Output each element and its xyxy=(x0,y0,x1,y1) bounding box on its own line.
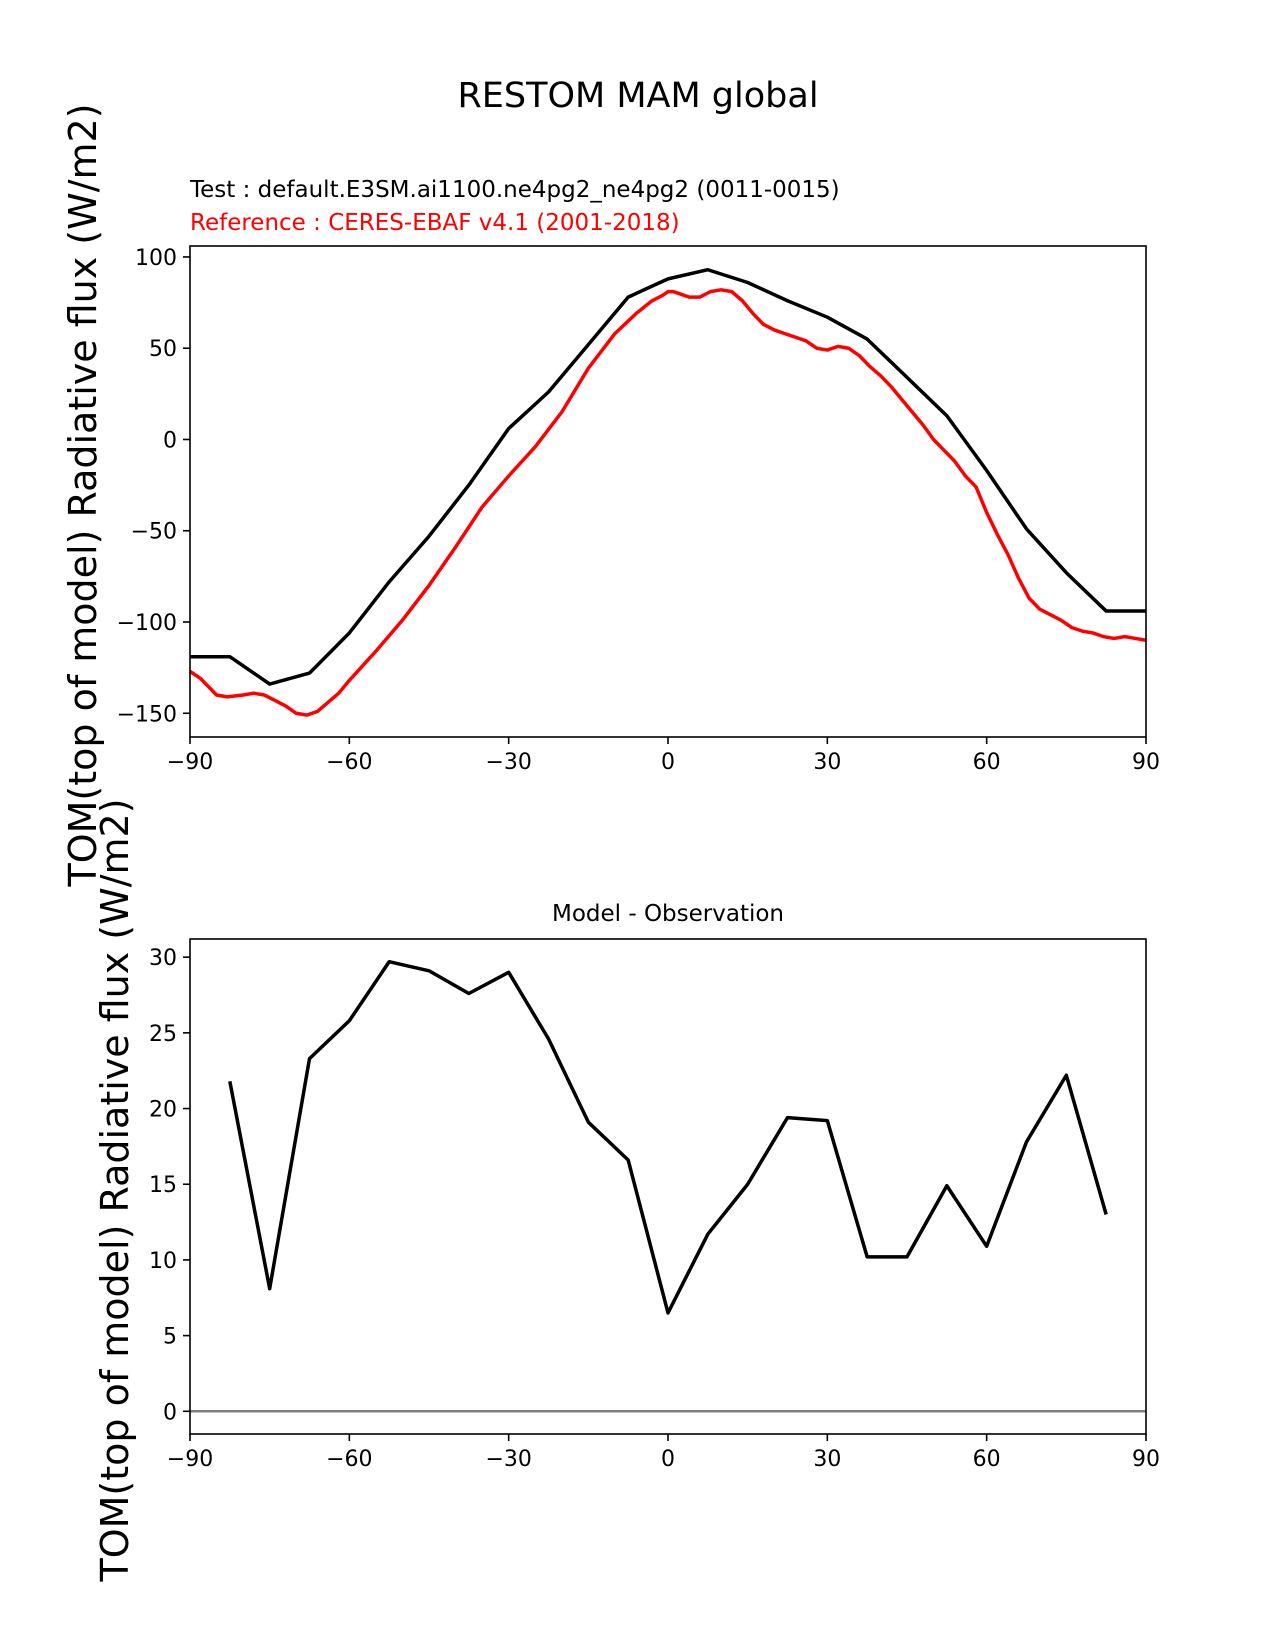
top-y-tick-label: 0 xyxy=(163,428,177,453)
bottom-x-tick-label: −30 xyxy=(485,1447,531,1472)
top-series-reference-line xyxy=(189,288,1147,717)
bottom-series-test-line xyxy=(228,959,1108,1315)
top-y-tick-label: −50 xyxy=(131,520,177,545)
figure-title: RESTOM MAM global xyxy=(457,76,818,116)
bottom-y-tick-label: 15 xyxy=(149,1173,177,1198)
bottom-y-tick-label: 30 xyxy=(149,946,177,971)
top-x-tick-label: −60 xyxy=(326,750,372,775)
top-y-tick-label: −100 xyxy=(117,611,177,636)
bottom-x-tick-label: 0 xyxy=(661,1447,675,1472)
bottom-y-tick-label: 20 xyxy=(149,1098,177,1123)
test-label: Test : default.E3SM.ai1100.ne4pg2_ne4pg2… xyxy=(189,177,840,203)
top-panel: TOM(top of model) Radiative flux (W/m2) … xyxy=(61,103,1160,887)
bottom-x-tick-label: 30 xyxy=(813,1447,841,1472)
bottom-x-tick-label: −90 xyxy=(167,1447,213,1472)
top-x-tick-label: 30 xyxy=(813,750,841,775)
top-panel-axes: −90 −60 −30 0 30 60 90 −150 −100 −50 0 50 100 xyxy=(117,245,1160,775)
bottom-panel-data xyxy=(190,959,1146,1413)
bottom-panel-axes: −90 −60 −30 0 30 60 90 0 5 10 15 20 25 30 xyxy=(149,938,1160,1472)
bottom-panel-ylabel: TOM(top of model) Radiative flux (W/m2) xyxy=(93,798,137,1582)
top-x-tick-label: 60 xyxy=(973,750,1001,775)
top-x-tick-label: −30 xyxy=(485,750,531,775)
top-x-tick-label: −90 xyxy=(167,750,213,775)
bottom-y-tick-label: 5 xyxy=(163,1325,177,1350)
bottom-x-tick-label: 90 xyxy=(1132,1447,1160,1472)
bottom-x-tick-label: −60 xyxy=(326,1447,372,1472)
reference-label: Reference : CERES-EBAF v4.1 (2001-2018) xyxy=(190,210,680,236)
bottom-panel: Model - Observation TOM(top of model) Ra… xyxy=(93,798,1160,1582)
top-panel-ylabel: TOM(top of model) Radiative flux (W/m2) xyxy=(61,103,105,887)
bottom-y-tick-label: 25 xyxy=(149,1022,177,1047)
bottom-x-tick-label: 60 xyxy=(973,1447,1001,1472)
bottom-panel-title: Model - Observation xyxy=(552,901,784,927)
top-series-test-line xyxy=(190,267,1146,686)
top-x-tick-label: 90 xyxy=(1132,750,1160,775)
top-y-tick-label: −150 xyxy=(117,702,177,727)
top-panel-data xyxy=(189,267,1147,717)
top-y-tick-label: 50 xyxy=(149,337,177,362)
bottom-y-tick-label: 0 xyxy=(163,1400,177,1425)
top-y-tick-label: 100 xyxy=(135,246,177,271)
bottom-y-tick-label: 10 xyxy=(149,1249,177,1274)
top-x-tick-label: 0 xyxy=(661,750,675,775)
